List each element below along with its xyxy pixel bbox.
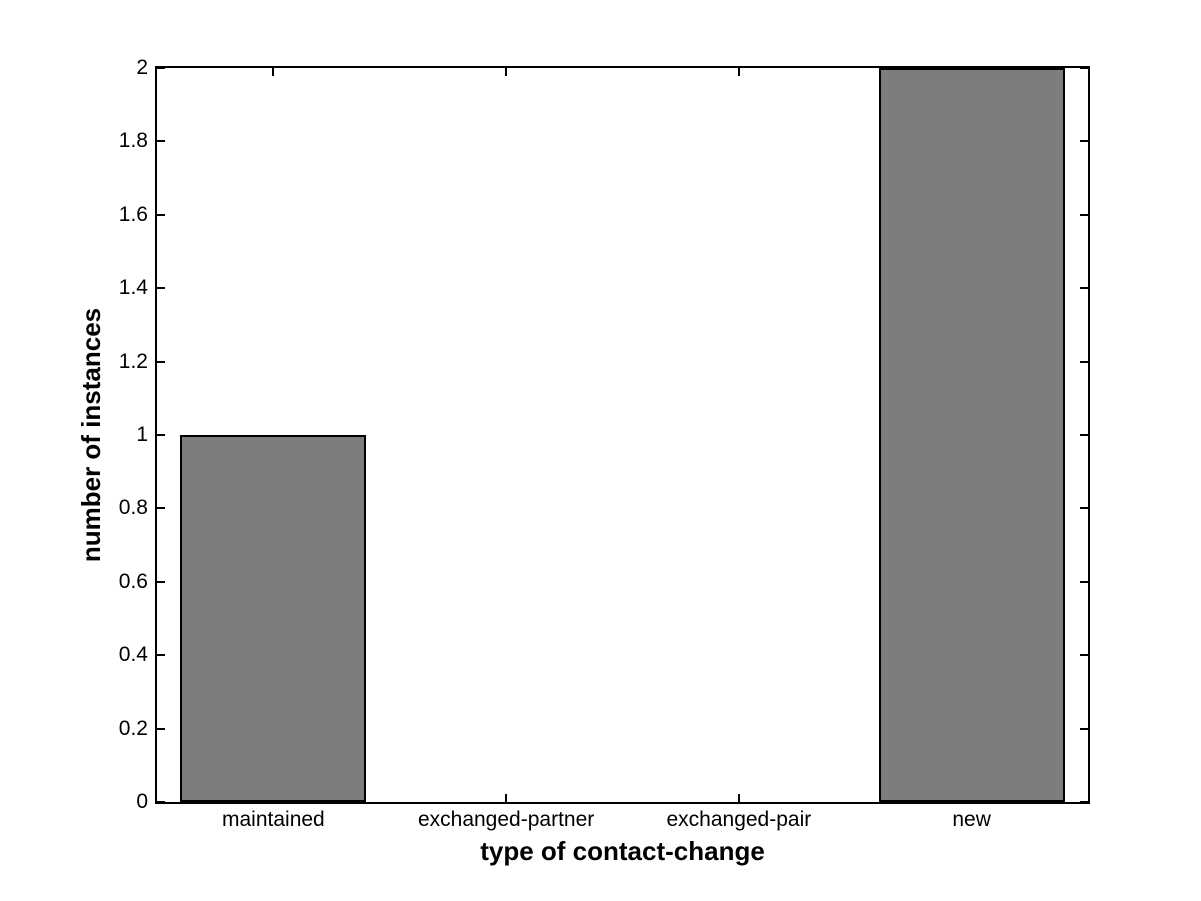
y-tick-right bbox=[1080, 360, 1088, 363]
plot-area bbox=[155, 66, 1090, 804]
y-tick-right bbox=[1080, 801, 1088, 803]
x-tick-top bbox=[505, 68, 508, 76]
y-tick-right bbox=[1080, 727, 1088, 730]
y-tick-right bbox=[1080, 67, 1088, 69]
y-axis-tick-label: 0.6 bbox=[118, 569, 148, 593]
x-tick-bottom bbox=[737, 794, 740, 802]
y-tick-left bbox=[157, 213, 165, 216]
y-tick-left bbox=[157, 580, 165, 583]
y-axis-tick-label: 2 bbox=[136, 56, 148, 79]
x-axis-tick-label: exchanged-pair bbox=[666, 808, 812, 831]
y-tick-left bbox=[157, 140, 165, 143]
y-tick-right bbox=[1080, 140, 1088, 143]
y-axis-tick-label: 0.8 bbox=[118, 496, 148, 520]
y-axis-tick-label: 0.2 bbox=[118, 716, 148, 740]
y-tick-left bbox=[157, 801, 165, 803]
x-axis-tick-label: maintained bbox=[222, 808, 325, 831]
y-axis-tick-label: 0.4 bbox=[118, 643, 148, 667]
y-axis-tick-label: 0 bbox=[136, 790, 148, 813]
y-tick-right bbox=[1080, 434, 1088, 436]
x-axis-tick-label: new bbox=[952, 808, 991, 831]
y-tick-left bbox=[157, 434, 165, 436]
y-tick-left bbox=[157, 67, 165, 69]
x-axis-tick-label: exchanged-partner bbox=[417, 808, 595, 831]
y-tick-right bbox=[1080, 287, 1088, 290]
x-tick-top bbox=[272, 68, 275, 76]
y-axis-tick-label: 1.2 bbox=[118, 349, 148, 373]
bar bbox=[180, 435, 367, 802]
y-tick-right bbox=[1080, 580, 1088, 583]
y-tick-left bbox=[157, 360, 165, 363]
y-tick-left bbox=[157, 727, 165, 730]
y-axis-tick-label: 1.8 bbox=[118, 129, 148, 153]
x-tick-top bbox=[737, 68, 740, 76]
bar bbox=[878, 68, 1065, 802]
y-tick-right bbox=[1080, 654, 1088, 657]
y-tick-right bbox=[1080, 507, 1088, 510]
y-tick-left bbox=[157, 287, 165, 290]
y-axis-tick-label: 1.6 bbox=[118, 202, 148, 226]
y-axis-tick-label: 1.4 bbox=[118, 276, 148, 300]
x-tick-bottom bbox=[505, 794, 508, 802]
y-tick-left bbox=[157, 654, 165, 657]
x-axis-label: type of contact-change bbox=[480, 836, 765, 866]
y-tick-right bbox=[1080, 213, 1088, 216]
y-axis-tick-label: 1 bbox=[136, 423, 148, 446]
y-tick-left bbox=[157, 507, 165, 510]
